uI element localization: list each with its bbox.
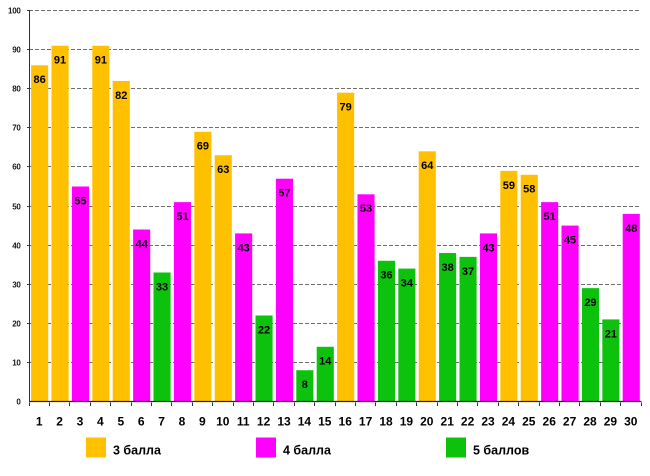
svg-text:10: 10 <box>216 415 230 429</box>
svg-text:50: 50 <box>12 202 21 211</box>
svg-text:91: 91 <box>54 55 66 67</box>
svg-text:17: 17 <box>359 415 373 429</box>
svg-text:20: 20 <box>420 415 434 429</box>
svg-text:7: 7 <box>158 415 165 429</box>
svg-text:33: 33 <box>156 281 168 293</box>
svg-text:57: 57 <box>278 188 290 200</box>
svg-text:30: 30 <box>624 415 638 429</box>
svg-text:51: 51 <box>544 211 556 223</box>
svg-text:27: 27 <box>563 415 577 429</box>
svg-text:36: 36 <box>380 270 392 282</box>
svg-text:3 балла: 3 балла <box>113 444 162 458</box>
svg-text:4 балла: 4 балла <box>283 444 332 458</box>
svg-text:51: 51 <box>176 211 188 223</box>
svg-text:44: 44 <box>136 238 149 250</box>
svg-text:16: 16 <box>339 415 353 429</box>
svg-text:40: 40 <box>12 241 21 250</box>
svg-text:79: 79 <box>340 102 352 114</box>
svg-text:91: 91 <box>95 55 107 67</box>
svg-text:24: 24 <box>502 415 516 429</box>
svg-text:64: 64 <box>421 160 434 172</box>
svg-text:0: 0 <box>16 397 21 406</box>
svg-text:8: 8 <box>302 379 308 391</box>
svg-text:43: 43 <box>482 242 494 254</box>
svg-text:60: 60 <box>12 162 21 171</box>
svg-text:21: 21 <box>441 415 455 429</box>
svg-text:34: 34 <box>401 277 414 289</box>
svg-text:11: 11 <box>237 415 250 429</box>
svg-text:14: 14 <box>319 356 332 368</box>
svg-text:14: 14 <box>298 415 312 429</box>
svg-text:69: 69 <box>197 141 209 153</box>
svg-text:4: 4 <box>97 415 104 429</box>
svg-text:25: 25 <box>522 415 536 429</box>
svg-text:9: 9 <box>199 415 206 429</box>
svg-text:29: 29 <box>604 415 618 429</box>
svg-text:22: 22 <box>258 324 270 336</box>
svg-text:26: 26 <box>543 415 557 429</box>
svg-text:100: 100 <box>8 6 21 15</box>
svg-text:3: 3 <box>77 415 84 429</box>
svg-text:20: 20 <box>12 319 21 328</box>
svg-text:86: 86 <box>34 74 46 86</box>
svg-text:30: 30 <box>12 280 21 289</box>
svg-text:59: 59 <box>503 180 515 192</box>
svg-text:90: 90 <box>12 45 21 54</box>
svg-text:1: 1 <box>36 415 43 429</box>
svg-text:70: 70 <box>12 123 21 132</box>
svg-text:29: 29 <box>584 297 596 309</box>
svg-text:43: 43 <box>238 242 250 254</box>
svg-text:6: 6 <box>138 415 145 429</box>
svg-text:5 баллов: 5 баллов <box>473 444 529 458</box>
svg-text:2: 2 <box>56 415 63 429</box>
svg-text:38: 38 <box>442 262 454 274</box>
svg-text:55: 55 <box>74 195 86 207</box>
svg-text:10: 10 <box>12 358 21 367</box>
svg-text:80: 80 <box>12 84 21 93</box>
svg-text:82: 82 <box>115 90 127 102</box>
svg-text:5: 5 <box>117 415 124 429</box>
svg-text:48: 48 <box>625 223 637 235</box>
svg-text:63: 63 <box>217 164 229 176</box>
svg-text:45: 45 <box>564 235 576 247</box>
svg-text:13: 13 <box>277 415 291 429</box>
svg-text:15: 15 <box>318 415 332 429</box>
svg-text:23: 23 <box>481 415 495 429</box>
svg-text:37: 37 <box>462 266 474 278</box>
svg-text:19: 19 <box>400 415 414 429</box>
svg-text:22: 22 <box>461 415 475 429</box>
svg-text:18: 18 <box>379 415 393 429</box>
svg-text:28: 28 <box>583 415 597 429</box>
svg-text:12: 12 <box>257 415 271 429</box>
svg-text:8: 8 <box>179 415 186 429</box>
svg-text:58: 58 <box>523 184 535 196</box>
svg-text:21: 21 <box>605 328 617 340</box>
svg-text:53: 53 <box>360 203 372 215</box>
